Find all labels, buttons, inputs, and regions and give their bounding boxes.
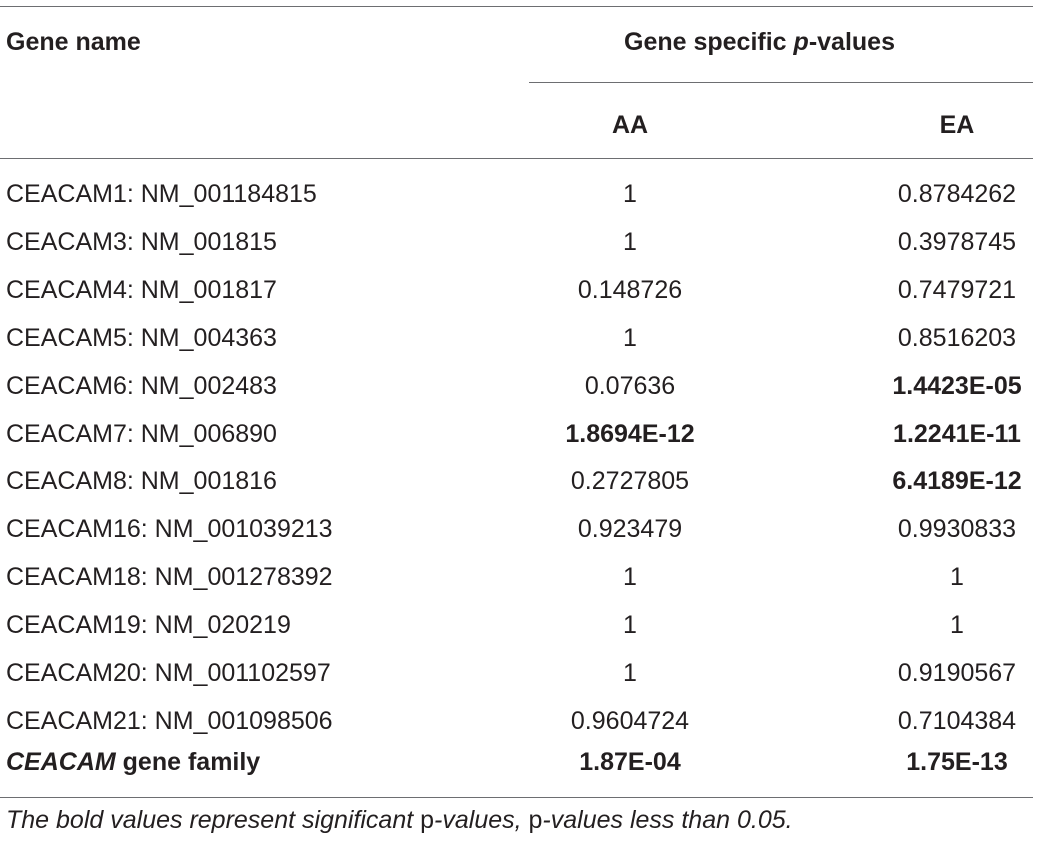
aa-value-cell: 1 <box>623 227 637 256</box>
header-group-rule <box>529 82 1033 83</box>
gene-name-cell: CEACAM3: NM_001815 <box>6 227 277 256</box>
aa-value-cell: 1 <box>623 180 637 208</box>
header-gene-name: Gene name <box>6 28 141 56</box>
ea-value-cell: 1.2241E-11 <box>893 419 1021 448</box>
ea-value-cell: 0.8784262 <box>897 180 1017 208</box>
gene-name-cell: CEACAM20: NM_001102597 <box>6 659 331 687</box>
table-row: CEACAM18: NM_001278392 1 1 <box>0 562 1039 610</box>
top-rule <box>0 6 1033 7</box>
family-row-name: CEACAM gene family <box>6 747 260 777</box>
footnote-part1: The bold values represent significant <box>6 806 421 834</box>
table-row: CEACAM5: NM_004363 1 0.8516203 <box>0 323 1039 371</box>
ea-value-cell: 0.9190567 <box>897 659 1017 687</box>
header-group-p: p <box>793 28 809 56</box>
family-name-italic: CEACAM <box>6 748 116 776</box>
aa-value-cell: 1.8694E-12 <box>565 419 695 448</box>
ea-value-cell: 0.7104384 <box>897 706 1017 735</box>
table-row: CEACAM8: NM_001816 0.2727805 6.4189E-12 <box>0 466 1039 514</box>
gene-name-cell: CEACAM21: NM_001098506 <box>6 706 333 735</box>
aa-value-cell: 0.148726 <box>577 275 683 304</box>
header-gene-specific-p-values: Gene specific p-values <box>624 27 895 57</box>
family-name-rest: gene family <box>115 748 261 776</box>
header-aa: AA <box>611 111 649 139</box>
aa-value-cell: 0.923479 <box>577 515 683 544</box>
table-row: CEACAM19: NM_020219 1 1 <box>0 610 1039 658</box>
ea-value-cell: 0.7479721 <box>897 275 1017 304</box>
gene-name-cell: CEACAM5: NM_004363 <box>6 323 277 352</box>
aa-value-cell: 1 <box>623 323 637 352</box>
table-row: CEACAM20: NM_001102597 1 0.9190567 <box>0 658 1039 706</box>
aa-value-cell: 1 <box>623 659 637 687</box>
aa-value-cell: 0.2727805 <box>570 467 690 496</box>
table-row: CEACAM21: NM_001098506 0.9604724 0.7104384 <box>0 706 1039 754</box>
footnote-p2: p <box>528 806 543 834</box>
header-group-prefix: Gene specific <box>624 28 794 56</box>
table-row: CEACAM16: NM_001039213 0.923479 0.9930833 <box>0 514 1039 562</box>
family-row-ea: 1.75E-13 <box>906 748 1008 776</box>
aa-value-cell: 0.07636 <box>584 371 676 400</box>
bottom-rule <box>0 797 1033 798</box>
footnote-p1: p <box>420 806 435 834</box>
ea-value-cell: 0.8516203 <box>897 323 1017 352</box>
ea-value-cell: 1 <box>950 611 964 640</box>
gene-name-cell: CEACAM19: NM_020219 <box>6 611 291 640</box>
ea-value-cell: 0.3978745 <box>897 227 1017 256</box>
ea-value-cell: 1.4423E-05 <box>892 371 1022 400</box>
aa-value-cell: 0.9604724 <box>570 706 690 735</box>
table-row: CEACAM7: NM_006890 1.8694E-12 1.2241E-11 <box>0 419 1039 467</box>
gene-name-cell: CEACAM1: NM_001184815 <box>6 180 317 208</box>
aa-value-cell: 1 <box>623 611 637 640</box>
aa-value-cell: 1 <box>623 563 637 592</box>
ea-value-cell: 1 <box>950 563 964 592</box>
table-row: CEACAM1: NM_001184815 1 0.8784262 <box>0 179 1039 227</box>
footnote: The bold values represent significant p-… <box>6 805 793 835</box>
table-row: CEACAM4: NM_001817 0.148726 0.7479721 <box>0 275 1039 323</box>
family-row: CEACAM gene family 1.87E-04 1.75E-13 <box>0 747 1039 795</box>
ea-value-cell: 6.4189E-12 <box>892 467 1022 496</box>
family-row-aa: 1.87E-04 <box>579 748 681 776</box>
header-group-suffix: -values <box>808 28 895 56</box>
table-row: CEACAM6: NM_002483 0.07636 1.4423E-05 <box>0 371 1039 419</box>
gene-name-cell: CEACAM7: NM_006890 <box>6 419 277 448</box>
gene-name-cell: CEACAM4: NM_001817 <box>6 275 277 304</box>
table-row: CEACAM3: NM_001815 1 0.3978745 <box>0 227 1039 275</box>
gene-name-cell: CEACAM6: NM_002483 <box>6 371 277 400</box>
gene-name-cell: CEACAM18: NM_001278392 <box>6 563 333 592</box>
footnote-part2: -values, <box>434 806 529 834</box>
gene-name-cell: CEACAM16: NM_001039213 <box>6 515 333 544</box>
header-bottom-rule <box>0 158 1033 159</box>
ea-value-cell: 0.9930833 <box>897 515 1017 544</box>
header-ea: EA <box>939 111 975 139</box>
footnote-part3: -values less than 0.05. <box>542 806 793 834</box>
gene-name-cell: CEACAM8: NM_001816 <box>6 467 277 496</box>
